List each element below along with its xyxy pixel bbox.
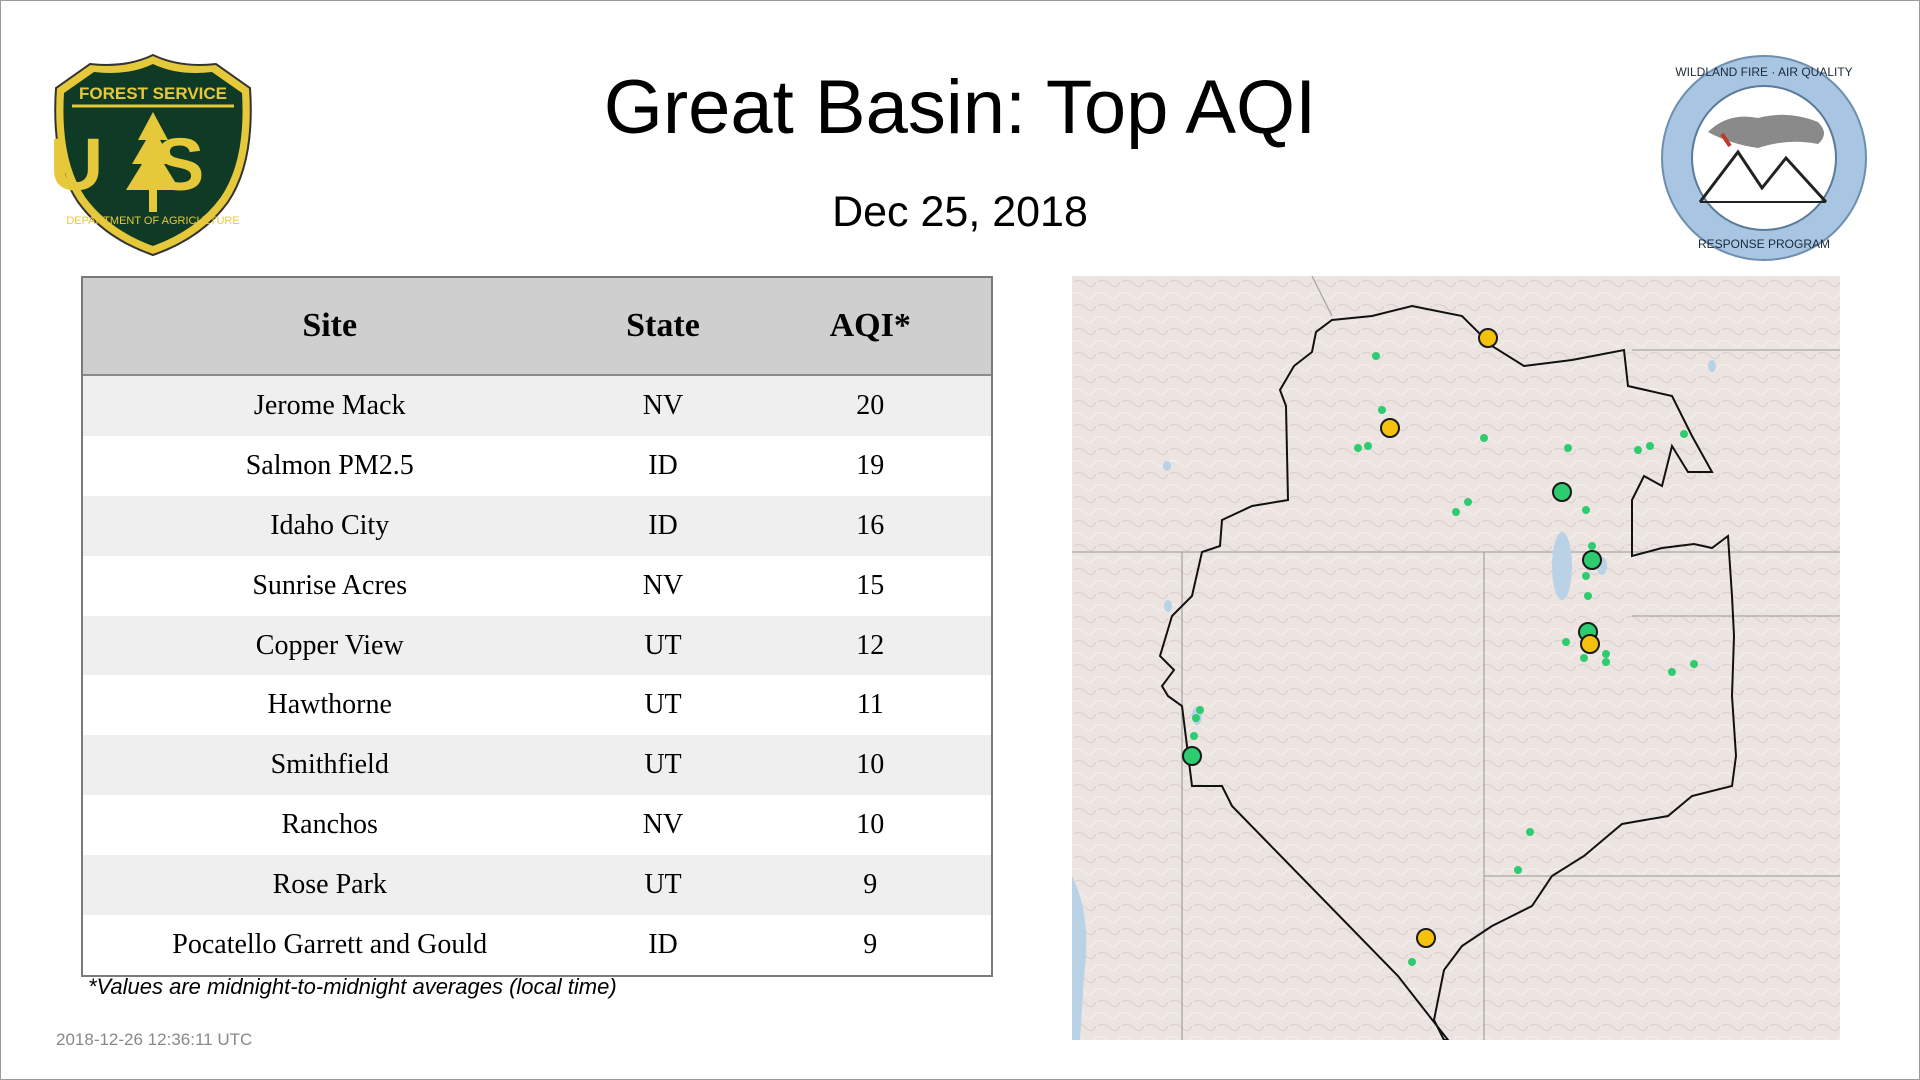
top-sites-moderate	[1380, 328, 1600, 948]
report-date: Dec 25, 2018	[832, 188, 1088, 236]
cell-state: NV	[576, 555, 750, 616]
cell-site: Copper View	[83, 615, 577, 676]
table-row: Salmon PM2.5 ID 19	[83, 435, 991, 496]
cell-aqi: 20	[749, 375, 991, 436]
ocean	[1072, 876, 1087, 1040]
page-title: Great Basin: Top AQI	[603, 65, 1317, 150]
cell-aqi: 9	[749, 915, 991, 975]
cell-state: UT	[576, 675, 750, 736]
cell-state: UT	[576, 735, 750, 796]
logo-left-bottom-text: DEPARTMENT OF AGRICULTURE	[66, 215, 239, 227]
cell-state: NV	[576, 795, 750, 856]
col-header-aqi: AQI*	[749, 278, 991, 376]
map-terrain	[1072, 276, 1840, 1040]
cell-site: Ranchos	[83, 795, 577, 856]
state-boundaries	[1072, 276, 1840, 1040]
cell-aqi: 12	[749, 615, 991, 676]
logo-right-bottom-text: RESPONSE PROGRAM	[1698, 237, 1830, 251]
wildland-fire-air-quality-logo: WILDLAND FIRE · AIR QUALITY RESPONSE PRO…	[1661, 55, 1867, 261]
forest-service-shield-logo: FOREST SERVICE US DEPARTMENT OF AGRICULT…	[50, 53, 256, 257]
cell-site: Salmon PM2.5	[83, 435, 577, 496]
cell-state: UT	[576, 855, 750, 916]
cell-site: Jerome Mack	[83, 375, 577, 436]
cell-aqi: 10	[749, 735, 991, 796]
table-row: Copper View UT 12	[83, 615, 991, 676]
table-row: Ranchos NV 10	[83, 795, 991, 856]
great-basin-outline	[1158, 304, 1738, 1040]
cell-site: Rose Park	[83, 855, 577, 916]
footnote: *Values are midnight-to-midnight average…	[88, 974, 617, 999]
cell-aqi: 15	[749, 555, 991, 616]
table-row: Pocatello Garrett and Gould ID 9	[83, 915, 991, 975]
cell-site: Idaho City	[83, 495, 577, 556]
cell-state: ID	[576, 915, 750, 975]
cell-aqi: 19	[749, 435, 991, 496]
great-basin-map	[1072, 276, 1840, 1040]
logo-left-top-text: FOREST SERVICE	[79, 84, 227, 103]
monitor-sites-good	[1186, 352, 1698, 966]
logo-left-letters: US	[50, 123, 256, 206]
cell-state: ID	[576, 435, 750, 496]
timestamp: 2018-12-26 12:36:11 UTC	[56, 1030, 253, 1049]
cell-state: ID	[576, 495, 750, 556]
cell-site: Smithfield	[83, 735, 577, 796]
table-row: Jerome Mack NV 20	[83, 375, 991, 436]
cell-aqi: 16	[749, 495, 991, 556]
pine-tree-icon	[126, 112, 180, 212]
table-row: Idaho City ID 16	[83, 495, 991, 556]
cell-site: Pocatello Garrett and Gould	[83, 915, 577, 975]
cell-state: UT	[576, 615, 750, 676]
col-header-site: Site	[83, 278, 577, 376]
aqi-table: Site State AQI* Jerome Mack NV 20 Salmon P…	[81, 276, 993, 977]
logo-right-top-text: WILDLAND FIRE · AIR QUALITY	[1675, 65, 1852, 79]
cell-state: NV	[576, 375, 750, 436]
cell-site: Hawthorne	[83, 675, 577, 736]
table-row: Sunrise Acres NV 15	[83, 555, 991, 616]
cell-aqi: 10	[749, 795, 991, 856]
table-row: Hawthorne UT 11	[83, 675, 991, 736]
cell-aqi: 11	[749, 675, 991, 736]
col-header-state: State	[576, 278, 750, 376]
cell-site: Sunrise Acres	[83, 555, 577, 616]
table-row: Smithfield UT 10	[83, 735, 991, 796]
cell-aqi: 9	[749, 855, 991, 916]
table-row: Rose Park UT 9	[83, 855, 991, 916]
